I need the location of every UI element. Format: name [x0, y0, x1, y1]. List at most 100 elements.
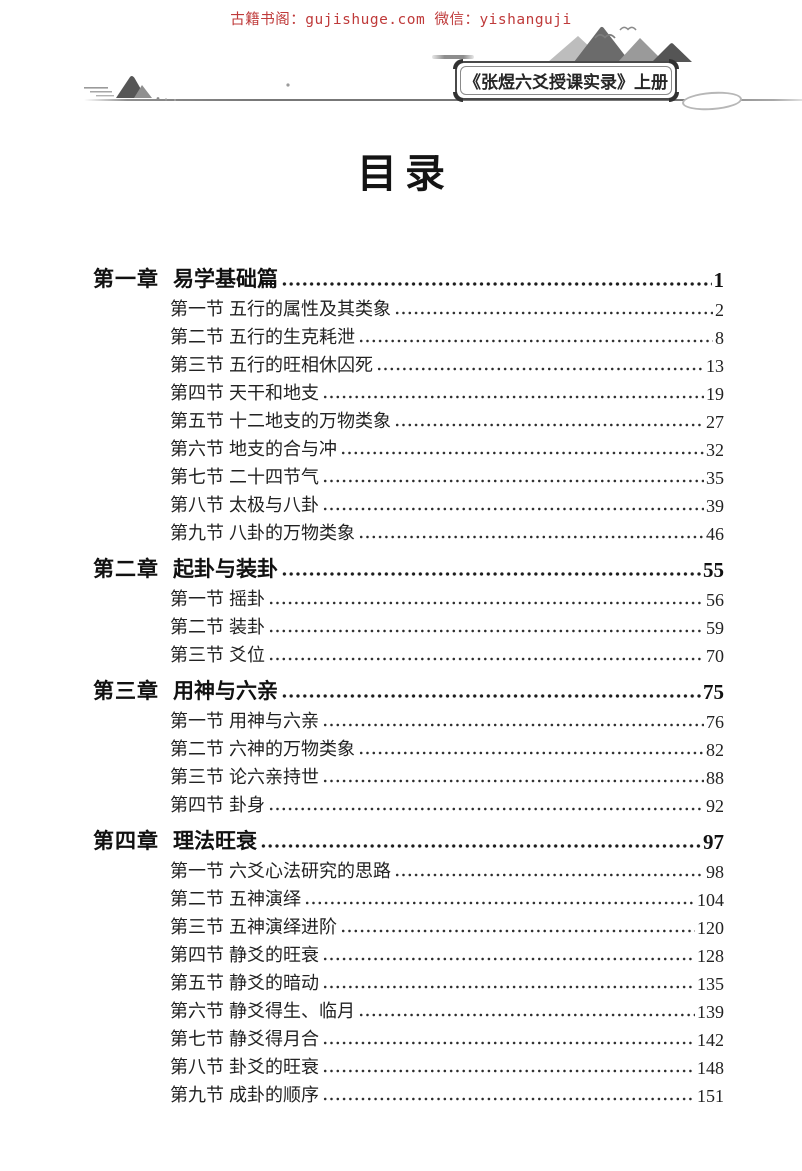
toc-section-title: 八卦的万物类象	[229, 523, 355, 543]
toc-leader-dots	[323, 955, 695, 963]
watermark-text: 古籍书阁：gujishuge.com 微信：yishanguji	[230, 12, 572, 28]
toc-section-title: 十二地支的万物类象	[229, 411, 391, 431]
toc-section-row: 第六节 地支的合与冲 32	[93, 436, 724, 464]
toc-section-row: 第一节 六爻心法研究的思路 98	[93, 858, 724, 886]
toc-section-label: 第二节	[170, 327, 224, 347]
toc-section-label: 第二节	[170, 617, 224, 637]
toc-section-label: 第七节	[170, 467, 224, 487]
toc-section-title: 五神演绎进阶	[229, 917, 337, 937]
toc-page-number: 27	[706, 412, 724, 432]
toc-page-number: 88	[706, 768, 724, 788]
toc-page-number: 76	[706, 712, 724, 732]
toc-page-number: 32	[706, 440, 724, 460]
toc-leader-dots	[395, 871, 704, 879]
toc-leader-dots	[323, 505, 704, 513]
toc-section-title: 二十四节气	[229, 467, 319, 487]
toc-leader-dots	[269, 599, 704, 607]
toc-chapter-title: 用神与六亲	[173, 679, 278, 703]
toc-section-label: 第四节	[170, 383, 224, 403]
toc-section-row: 第七节 二十四节气 35	[93, 464, 724, 492]
toc-section-row: 第二节 装卦 59	[93, 614, 724, 642]
banner-title: 《张煜六爻授课实录》上册	[464, 73, 668, 92]
bird-icon	[619, 26, 637, 31]
toc-page-number: 19	[706, 384, 724, 404]
toc-leader-dots	[282, 692, 701, 700]
toc-leader-dots	[377, 365, 704, 373]
toc-section-label: 第五节	[170, 411, 224, 431]
table-of-contents: 第一章 易学基础篇 1 第一节 五行的属性及其类象 2 第二节 五行的生克耗泄 8 第三节 五行的旺…	[93, 258, 724, 1110]
toc-section-row: 第五节 静爻的暗动 135	[93, 970, 724, 998]
toc-page-number: 92	[706, 796, 724, 816]
toc-section-row: 第三节 五神演绎进阶 120	[93, 914, 724, 942]
toc-page-number: 8	[715, 328, 724, 348]
toc-leader-dots	[282, 280, 712, 288]
brush-swoosh-decoration	[681, 89, 743, 113]
toc-chapter-title: 起卦与装卦	[173, 557, 278, 581]
toc-section-label: 第四节	[170, 795, 224, 815]
toc-leader-dots	[269, 627, 704, 635]
toc-section-label: 第六节	[170, 1001, 224, 1021]
toc-section-row: 第四节 静爻的旺衰 128	[93, 942, 724, 970]
toc-section-row: 第三节 爻位 70	[93, 642, 724, 670]
toc-leader-dots	[323, 777, 704, 785]
toc-page-number: 98	[706, 862, 724, 882]
toc-chapter-row: 第四章 理法旺衰 97	[93, 820, 724, 858]
toc-section-title: 用神与六亲	[229, 711, 319, 731]
toc-chapter-row: 第二章 起卦与装卦 55	[93, 548, 724, 586]
toc-section-title: 静爻得生、临月	[229, 1001, 355, 1021]
mountains-icon	[548, 26, 692, 63]
toc-section-title: 六爻心法研究的思路	[229, 861, 391, 881]
toc-chapter-label: 第二章	[93, 557, 159, 581]
toc-section-label: 第八节	[170, 495, 224, 515]
banner-corner-ornament	[453, 92, 463, 102]
toc-leader-dots	[261, 842, 701, 850]
toc-section-label: 第一节	[170, 861, 224, 881]
toc-section-title: 五行的属性及其类象	[229, 299, 391, 319]
toc-page-number: 59	[706, 618, 724, 638]
toc-section-row: 第三节 五行的旺相休囚死 13	[93, 352, 724, 380]
toc-section-label: 第一节	[170, 589, 224, 609]
toc-section-label: 第三节	[170, 767, 224, 787]
toc-page-number: 148	[697, 1058, 724, 1078]
toc-section-row: 第三节 论六亲持世 88	[93, 764, 724, 792]
toc-section-label: 第三节	[170, 355, 224, 375]
toc-section-title: 成卦的顺序	[229, 1085, 319, 1105]
toc-page-number: 97	[703, 830, 724, 854]
toc-section-label: 第三节	[170, 645, 224, 665]
toc-section-title: 天干和地支	[229, 383, 319, 403]
toc-leader-dots	[323, 1067, 695, 1075]
toc-section-title: 卦身	[229, 795, 265, 815]
page-title: 目录	[357, 151, 453, 196]
toc-section-label: 第二节	[170, 889, 224, 909]
toc-section-label: 第六节	[170, 439, 224, 459]
toc-page-number: 142	[697, 1030, 724, 1050]
toc-chapter-row: 第三章 用神与六亲 75	[93, 670, 724, 708]
mountain-icon	[84, 76, 290, 101]
toc-section-row: 第九节 八卦的万物类象 46	[93, 520, 724, 548]
toc-leader-dots	[323, 983, 695, 991]
toc-chapter-label: 第三章	[93, 679, 159, 703]
toc-section-row: 第二节 五行的生克耗泄 8	[93, 324, 724, 352]
toc-section-row: 第五节 十二地支的万物类象 27	[93, 408, 724, 436]
toc-leader-dots	[359, 749, 704, 757]
toc-section-row: 第八节 太极与八卦 39	[93, 492, 724, 520]
toc-section-title: 卦爻的旺衰	[229, 1057, 319, 1077]
toc-section-title: 五行的旺相休囚死	[229, 355, 373, 375]
toc-section-row: 第一节 用神与六亲 76	[93, 708, 724, 736]
toc-page-number: 135	[697, 974, 724, 994]
toc-leader-dots	[323, 1095, 695, 1103]
toc-page-number: 82	[706, 740, 724, 760]
toc-leader-dots	[282, 570, 701, 578]
toc-leader-dots	[359, 1011, 695, 1019]
bird-icon	[594, 34, 616, 39]
toc-leader-dots	[323, 477, 704, 485]
toc-section-title: 论六亲持世	[229, 767, 319, 787]
toc-section-row: 第九节 成卦的顺序 151	[93, 1082, 724, 1110]
toc-section-title: 装卦	[229, 617, 265, 637]
toc-chapter-label: 第一章	[93, 267, 159, 291]
toc-section-label: 第三节	[170, 917, 224, 937]
toc-leader-dots	[305, 899, 695, 907]
toc-section-label: 第九节	[170, 1085, 224, 1105]
toc-section-title: 摇卦	[229, 589, 265, 609]
